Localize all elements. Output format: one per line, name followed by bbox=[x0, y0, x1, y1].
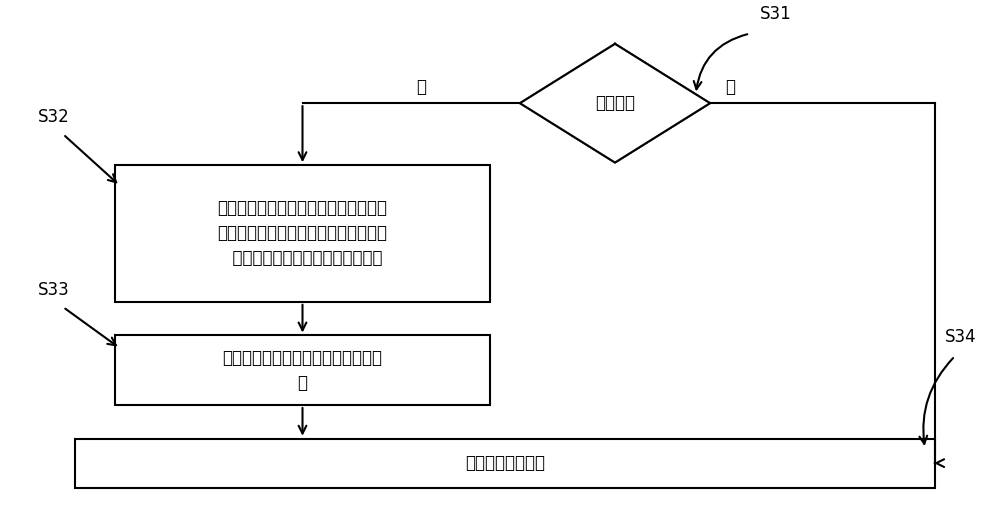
Text: S32: S32 bbox=[38, 108, 70, 126]
Bar bbox=[115, 165, 490, 302]
Text: 动力总成控制器判定后桥退挡请求，发
送给后驱动电机目标零扭矩，不再执行
  后驱动电机分配的驾驶员需求扭矩: 动力总成控制器判定后桥退挡请求，发 送给后驱动电机目标零扭矩，不再执行 后驱动电… bbox=[218, 200, 388, 267]
Text: S31: S31 bbox=[760, 5, 792, 23]
Bar bbox=[75, 439, 935, 488]
Text: S34: S34 bbox=[945, 328, 977, 346]
Bar bbox=[115, 335, 490, 405]
Text: 开始执行换挡动作: 开始执行换挡动作 bbox=[465, 454, 545, 472]
Text: 后桥驱动电机实际扭矩降为零扭矩附
近: 后桥驱动电机实际扭矩降为零扭矩附 近 bbox=[222, 349, 382, 392]
Text: 是: 是 bbox=[416, 78, 426, 96]
Text: 退挡请求: 退挡请求 bbox=[595, 94, 635, 112]
Text: S33: S33 bbox=[38, 281, 70, 299]
Text: 否: 否 bbox=[725, 78, 735, 96]
Polygon shape bbox=[520, 44, 710, 163]
